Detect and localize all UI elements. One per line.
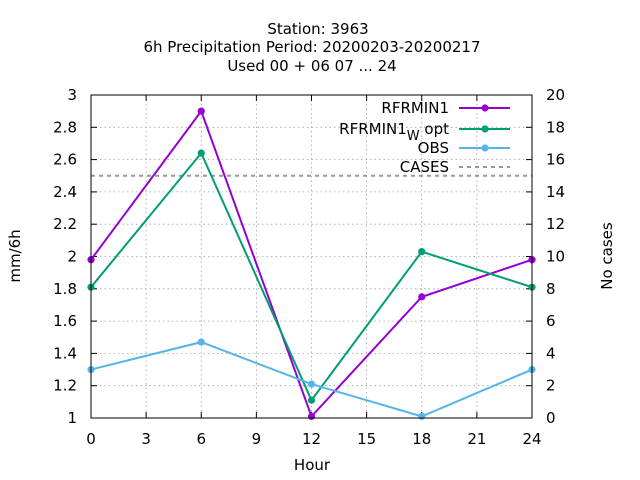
x-tick-label: 24 (522, 430, 541, 448)
legend-sample-point (481, 144, 489, 152)
grid (91, 95, 532, 418)
y2-tick-label: 16 (546, 151, 565, 169)
y-axis-label: mm/6h (6, 229, 24, 282)
y-tick-label: 1.2 (53, 377, 77, 395)
y-tick-label: 2 (67, 248, 77, 266)
y2-tick-label: 4 (546, 344, 556, 362)
x-tick-label: 12 (302, 430, 321, 448)
y2-tick-label: 20 (546, 86, 565, 104)
series-point (197, 338, 205, 346)
legend-label: OBS (418, 139, 449, 157)
legend-sample-point (481, 104, 489, 112)
y2-tick-label: 14 (546, 183, 565, 201)
series-point (418, 412, 426, 420)
y-tick-label: 1.6 (53, 312, 77, 330)
title-line-period: 6h Precipitation Period: 20200203-202002… (143, 38, 480, 56)
series-point (307, 396, 316, 404)
x-tick-label: 21 (467, 430, 486, 448)
y-tick-label: 2.2 (53, 215, 77, 233)
series-point (197, 149, 205, 157)
x-axis-label: Hour (294, 456, 331, 474)
x-tick-label: 3 (141, 430, 151, 448)
y2-tick-label: 10 (546, 248, 565, 266)
y-tick-label: 1.8 (53, 280, 77, 298)
legend-label: RFRMIN1W opt (339, 120, 449, 144)
y-tick-label: 2.4 (53, 183, 77, 201)
y-tick-label: 2.8 (53, 118, 77, 136)
y2-tick-label: 6 (546, 312, 556, 330)
legend-label: RFRMIN1 (381, 99, 449, 117)
series-1 (87, 149, 536, 404)
series-group (87, 107, 536, 420)
x-tick-label: 9 (252, 430, 262, 448)
y-tick-label: 3 (67, 86, 77, 104)
y2-tick-label: 18 (546, 118, 565, 136)
y2-tick-label: 12 (546, 215, 565, 233)
legend-sample-point (481, 125, 489, 133)
y2-tick-label: 8 (546, 280, 556, 298)
series-point (418, 293, 426, 301)
chart-title: Station: 3963 6h Precipitation Period: 2… (143, 20, 480, 75)
y2-tick-label: 2 (546, 377, 556, 395)
y2-axis-label: No cases (598, 222, 616, 290)
plot-frame (90, 94, 533, 419)
x-tick-label: 15 (357, 430, 376, 448)
x-tick-label: 6 (196, 430, 206, 448)
x-tick-label: 0 (86, 430, 96, 448)
title-line-used: Used 00 + 06 07 ... 24 (227, 57, 396, 75)
title-line-station: Station: 3963 (267, 20, 368, 38)
y-tick-label: 1 (67, 409, 77, 427)
series-point (307, 380, 316, 388)
legend-label: CASES (400, 158, 449, 176)
y2-tick-label: 0 (546, 409, 556, 427)
y-tick-label: 2.6 (53, 151, 77, 169)
series-point (418, 248, 426, 256)
axis-ticks: 0 3 6 9 12 15 18 21 2411.21.41.61.822.22.42.62.8… (53, 86, 565, 448)
x-tick-label: 18 (412, 430, 431, 448)
y-tick-label: 1.4 (53, 344, 77, 362)
series-point (307, 412, 316, 420)
series-point (197, 107, 205, 115)
